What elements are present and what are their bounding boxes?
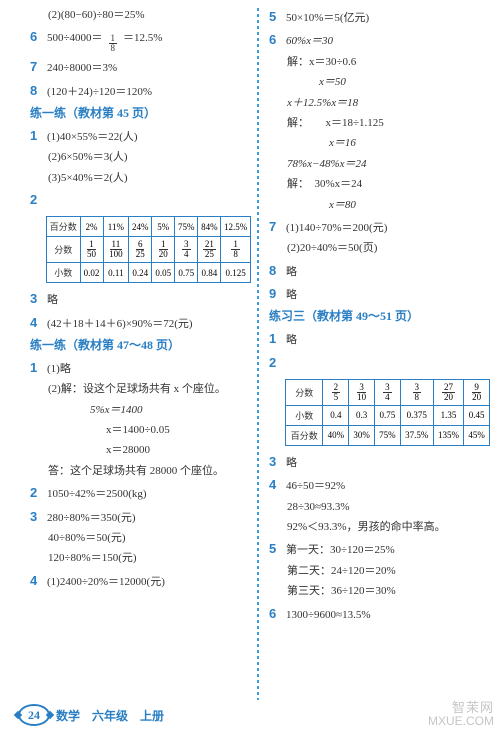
text-line: x＝28000 xyxy=(30,443,251,458)
section-header: 练习三（教材第 49～51 页） xyxy=(269,308,490,325)
item-6: 6 500÷4000＝ 18 ＝12.5% xyxy=(30,28,251,53)
text-line: x＝80 xyxy=(269,198,490,213)
page-footer: 24 数学 六年级 上册 xyxy=(18,704,164,726)
item-number: 6 xyxy=(30,28,42,46)
text-line: 120÷80%＝150(元) xyxy=(30,551,251,566)
item-6b: 61300÷9600≈13.5% xyxy=(269,605,490,623)
text-line: x＝1400÷0.05 xyxy=(30,423,251,438)
text-line: (3)5×40%＝2(人) xyxy=(30,171,251,186)
text-line: (2)6×50%＝3(人) xyxy=(30,150,251,165)
item-1: 1略 xyxy=(269,330,490,348)
text-line: 解： x＝18÷1.125 xyxy=(269,116,490,131)
right-column: 550×10%＝5(亿元) 660%x＝30 解：x＝30÷0.6 x＝50 x… xyxy=(259,8,490,700)
text-line: 92%＜93.3%，男孩的命中率高。 xyxy=(269,520,490,535)
text-line: x＝50 xyxy=(269,75,490,90)
section-header: 练一练（教材第 47～48 页） xyxy=(30,337,251,354)
item-2: 2 xyxy=(269,354,490,372)
text-line: (2)解：设这个足球场共有 x 个座位。 xyxy=(30,382,251,397)
text-line: 第二天：24÷120＝20% xyxy=(269,564,490,579)
text-line: x＝16 xyxy=(269,136,490,151)
item-3: 3略 xyxy=(269,453,490,471)
left-column: (2)(80−60)÷80＝25% 6 500÷4000＝ 18 ＝12.5% … xyxy=(30,8,257,700)
footer-text: 数学 六年级 上册 xyxy=(56,707,164,724)
text-line: 5%x＝1400 xyxy=(30,403,251,418)
item-1: 1(1)40×55%＝22(人) xyxy=(30,127,251,145)
item-4b: 4(1)2400÷20%＝12000(元) xyxy=(30,572,251,590)
item-7: 7(1)140÷70%＝200(元) xyxy=(269,218,490,236)
item-7: 7240÷8000＝3% xyxy=(30,58,251,76)
data-table-1: 百分数2%11%24%5%75%84%12.5%分数15011100625120… xyxy=(46,216,251,283)
item-5: 550×10%＝5(亿元) xyxy=(269,8,490,26)
item-6: 660%x＝30 xyxy=(269,31,490,49)
item-1b: 1(1)略 xyxy=(30,359,251,377)
text-line: 78%x−48%x＝24 xyxy=(269,157,490,172)
item-4: 4(42＋18＋14＋6)×90%＝72(元) xyxy=(30,314,251,332)
item-8: 8(120＋24)÷120＝120% xyxy=(30,82,251,100)
item-8: 8略 xyxy=(269,262,490,280)
item-3: 3略 xyxy=(30,290,251,308)
data-table-2: 分数2531034382720920小数0.40.30.750.3751.350… xyxy=(285,379,490,446)
text-line: 28÷30≈93.3% xyxy=(269,500,490,515)
text-line: (2)(80−60)÷80＝25% xyxy=(30,8,251,23)
text-line: x＋12.5%x＝18 xyxy=(269,96,490,111)
section-header: 练一练（教材第 45 页） xyxy=(30,105,251,122)
fraction: 18 xyxy=(109,34,118,53)
item-5b: 5第一天：30÷120＝25% xyxy=(269,540,490,558)
text-line: 40÷80%＝50(元) xyxy=(30,531,251,546)
text-line: 解：x＝30÷0.6 xyxy=(269,55,490,70)
text-line: (2)20÷40%＝50(页) xyxy=(269,241,490,256)
text-line: 答：这个足球场共有 28000 个座位。 xyxy=(30,464,251,479)
item-4: 446÷50＝92% xyxy=(269,476,490,494)
item-2: 2 xyxy=(30,191,251,209)
text-line: 解： 30%x＝24 xyxy=(269,177,490,192)
item-2b: 21050÷42%＝2500(kg) xyxy=(30,484,251,502)
item-3b: 3280÷80%＝350(元) xyxy=(30,508,251,526)
item-9: 9略 xyxy=(269,285,490,303)
text-line: 第三天：36÷120＝30% xyxy=(269,584,490,599)
page-number-badge: 24 xyxy=(18,704,50,726)
page-columns: (2)(80−60)÷80＝25% 6 500÷4000＝ 18 ＝12.5% … xyxy=(0,0,500,700)
watermark: 智茉网 MXUE.COM xyxy=(428,701,494,728)
